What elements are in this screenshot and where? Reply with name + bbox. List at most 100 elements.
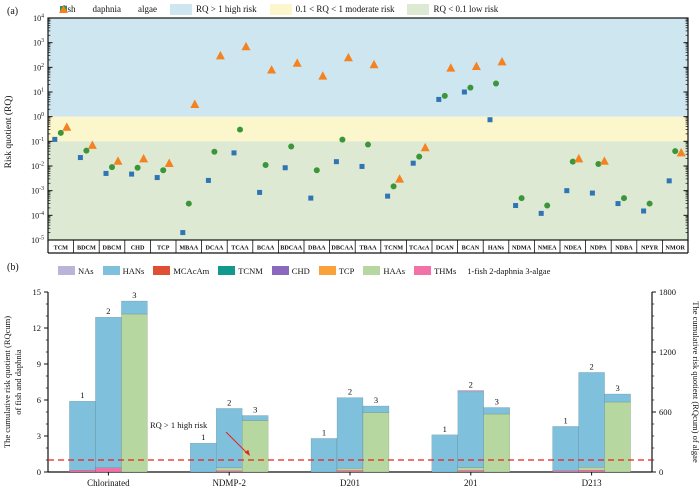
x-category-label-bdcaa: BDCAA [280, 245, 303, 252]
scatter-point-fish-dcaa [205, 177, 211, 183]
x-category-label-dcan: DCAN [436, 245, 454, 252]
scatter-point-algae-dcan [446, 63, 456, 72]
y-tick-label-1e-4: 10-4 [31, 211, 44, 221]
panel-a-tag: (a) [7, 6, 19, 17]
scatter-point-daphnia-dbcaa [339, 136, 346, 143]
legend-item-haas: HAAs [363, 266, 405, 276]
scatter-point-algae-nmor [676, 147, 686, 157]
y-tick-label-1e3: 103 [33, 38, 44, 48]
bar-chlorinated-algae-segment-haas [121, 313, 148, 473]
thms-swatch [414, 266, 432, 275]
bar-201-algae-segment-hans [483, 407, 510, 415]
scatter-point-fish-ndpa [589, 190, 595, 196]
scatter-point-algae-tcm [62, 122, 72, 131]
legend-label: THMs [434, 265, 457, 276]
band-moderate-swatch [269, 3, 292, 15]
scatter-point-algae-tbaa [369, 59, 379, 69]
scatter-point-algae-bcaa [267, 65, 277, 74]
scatter-point-fish-tcp [154, 175, 160, 181]
annotation-arrow-line [225, 431, 248, 454]
category-strip [48, 240, 688, 253]
right-tick-label-1800: 1800 [659, 287, 676, 297]
right-tick-label-0: 0 [659, 467, 663, 477]
right-axis-title: The cumulative risk quotient (RQcum) of … [691, 301, 700, 463]
algae-marker-icon [59, 5, 68, 13]
scatter-point-fish-tcaa [231, 150, 237, 156]
scatter-point-fish-ndma [513, 203, 519, 209]
scatter-point-daphnia-ndea [569, 158, 576, 165]
scatter-point-fish-tcm [52, 136, 58, 142]
scatter-point-algae-chd [139, 153, 149, 163]
x-group-label-d201: D201 [340, 478, 360, 488]
bar-chlorinated-algae-segment-hans [121, 300, 148, 315]
scatter-point-algae-bcan [471, 61, 481, 71]
bar-ndmp-2-algae-segment-haas [241, 420, 269, 473]
x-group-label-d213: D213 [582, 478, 602, 488]
scatter-point-daphnia-tcaca [416, 153, 423, 160]
scatter-point-fish-tcaca [410, 160, 416, 166]
bar-number-ndmp-2-fish: 1 [201, 432, 205, 442]
bar-number-d201-algae: 3 [374, 395, 378, 405]
legend-item-tcnm: TCNM [218, 266, 263, 276]
hans-swatch [102, 266, 120, 275]
risk-band-moderate [48, 116, 688, 142]
y-tick-label-1e4: 104 [33, 14, 44, 24]
scatter-point-algae-dbaa [318, 71, 328, 80]
scatter-point-daphnia-bcan [467, 84, 474, 91]
scatter-point-fish-dbcm [103, 170, 109, 176]
scatter-point-daphnia-bdcm [83, 147, 90, 154]
scatter-point-fish-hans [487, 117, 493, 123]
bar-201-daphnia-segment-hans [457, 391, 484, 468]
ref-line-annotation-text: RQ > 1 high risk [150, 420, 208, 430]
x-category-label-tcnm: TCNM [384, 245, 403, 252]
x-category-label-bcan: BCAN [462, 245, 480, 252]
scatter-point-fish-tbaa [359, 163, 365, 169]
scatter-point-daphnia-dbcm [109, 164, 115, 171]
legend-note-species-numbers: 1-fish 2-daphnia 3-algae [467, 265, 551, 276]
legend-item-mcacam: MCAcAm [153, 266, 209, 276]
bar-number-ndmp-2-daphnia: 2 [227, 397, 231, 407]
bar-d201-fish-segment-hans [310, 438, 338, 473]
bar-chlorinated-fish-segment-hans [69, 400, 96, 471]
bar-201-daphnia-segment-thms [457, 470, 484, 473]
scatter-point-daphnia-tcp [160, 167, 167, 174]
bar-number-chlorinated-daphnia: 2 [106, 306, 110, 316]
scatter-point-daphnia-bcaa [262, 161, 269, 168]
x-category-label-mbaa: MBAA [179, 245, 198, 252]
scatter-point-algae-tcaa [241, 41, 251, 51]
x-category-label-nmea: NMEA [538, 245, 557, 252]
bar-number-201-daphnia: 2 [469, 379, 473, 389]
scatter-point-fish-bdcaa [282, 165, 288, 171]
scatter-point-daphnia-ndpa [595, 161, 602, 168]
legend-label: TCP [338, 265, 355, 276]
scatter-point-algae-bdcaa [292, 58, 302, 67]
bar-d201-daphnia-segment-haas [336, 467, 364, 471]
bar-d201-algae-segment-hans [362, 405, 390, 413]
bar-number-chlorinated-fish: 1 [80, 390, 84, 400]
bar-chlorinated-daphnia-segment-hans [95, 317, 122, 469]
panel-b-legend: NAs HANs MCAcAm TCNM CHD TCP HAAs THMs 1-fish 2-… [58, 264, 550, 277]
bar-number-d201-daphnia: 2 [348, 387, 352, 397]
panel-a-legend: fish daphnia algae RQ > 1 high risk 0.1 < RQ… [58, 2, 498, 16]
legend-label: HANs [122, 265, 145, 276]
y-tick-label-1e-3: 10-3 [31, 186, 44, 196]
legend-label: TCNM [238, 265, 263, 276]
legend-label: daphnia [92, 4, 122, 14]
scatter-point-fish-dcan [436, 96, 442, 102]
left-tick-label-9: 9 [37, 359, 41, 369]
scatter-point-daphnia-ndma [518, 195, 525, 202]
scatter-point-daphnia-nmor [672, 148, 679, 155]
risk-quotient-scatter-chart: 104 103 102 101 100 10-1 10-2 10-3 10-4 10-5 Risk … [3, 14, 689, 254]
band-low-swatch [407, 3, 430, 15]
scatter-point-fish-tcnm [385, 193, 391, 199]
haas-swatch [363, 266, 381, 275]
scatter-point-daphnia-tcaa [237, 126, 243, 133]
legend-item-hans: HANs [102, 265, 145, 276]
bar-ndmp-2-daphnia-segment-hans [215, 408, 243, 468]
scatter-point-daphnia-nmea [544, 202, 551, 209]
x-category-label-dbcaa: DBCAA [331, 245, 354, 252]
bar-d213-daphnia-segment-haas [578, 466, 605, 471]
legend-label: fish [62, 4, 76, 14]
legend-label: CHD [291, 265, 310, 276]
